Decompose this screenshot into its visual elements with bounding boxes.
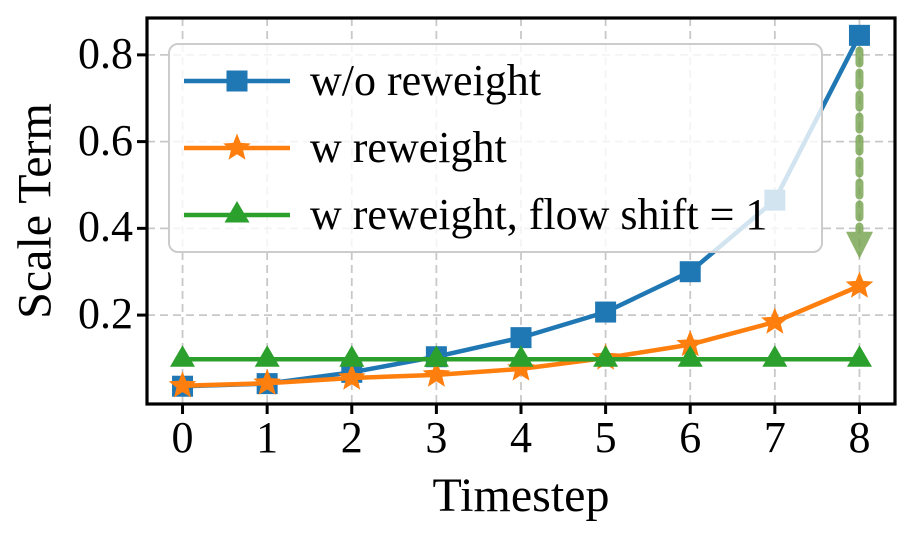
- x-tick-label: 3: [425, 413, 448, 462]
- legend-sample-line: [184, 200, 290, 223]
- x-tick-label: 1: [256, 413, 279, 462]
- y-tick-label: 0.8: [78, 28, 133, 78]
- legend-entry: w reweight: [170, 116, 821, 180]
- marker-star: [168, 371, 197, 398]
- legend-sample-line: [184, 133, 290, 160]
- legend-entry: w/o reweight: [170, 49, 821, 113]
- marker-triangle: [423, 345, 449, 367]
- y-axis-title: Scale Term: [8, 103, 62, 319]
- marker-star: [422, 360, 451, 387]
- y-tick-label: 0.6: [78, 115, 133, 165]
- marker-triangle: [762, 345, 788, 367]
- marker-triangle: [339, 345, 365, 367]
- x-tick-label: 0: [171, 413, 194, 462]
- marker-square: [226, 70, 248, 92]
- marker-triangle: [254, 345, 280, 367]
- marker-triangle: [508, 345, 534, 367]
- marker-star: [676, 330, 704, 357]
- marker-star: [338, 363, 366, 390]
- y-tick-label: 0.4: [78, 202, 133, 252]
- x-tick-label: 7: [763, 413, 786, 462]
- marker-square: [848, 24, 870, 46]
- marker-triangle: [677, 345, 703, 367]
- x-tick-label: 6: [679, 413, 702, 462]
- legend-box: w/o reweight w reweight w reweight, flow…: [168, 43, 823, 253]
- marker-star: [507, 354, 535, 381]
- legend-label: w reweight: [310, 122, 507, 172]
- y-tick-label: 0.2: [78, 288, 133, 338]
- marker-triangle: [847, 345, 872, 367]
- x-axis-title: Timestep: [432, 469, 610, 522]
- x-tick-label: 5: [594, 413, 617, 462]
- marker-star: [761, 307, 789, 334]
- x-tick-label: 2: [340, 413, 363, 462]
- x-tick-label: 4: [510, 413, 532, 462]
- marker-square: [595, 301, 617, 323]
- marker-star: [223, 133, 251, 160]
- marker-square: [510, 327, 532, 349]
- legend-label: w reweight, flow shift = 1: [310, 189, 768, 239]
- legend-label: w/o reweight: [310, 56, 541, 106]
- x-tick-label: 8: [848, 413, 871, 462]
- marker-triangle: [170, 345, 195, 367]
- annotation-arrow: [846, 46, 873, 259]
- arrow-head-icon: [846, 231, 873, 259]
- marker-triangle: [224, 200, 250, 223]
- marker-star: [253, 368, 281, 395]
- marker-triangle: [593, 345, 619, 367]
- marker-square: [679, 261, 701, 283]
- marker-star: [845, 271, 874, 298]
- legend-sample-line: [184, 70, 290, 92]
- legend-entry: w reweight, flow shift = 1: [170, 183, 821, 247]
- series-w-reweight-flow-shift-1: [170, 345, 872, 367]
